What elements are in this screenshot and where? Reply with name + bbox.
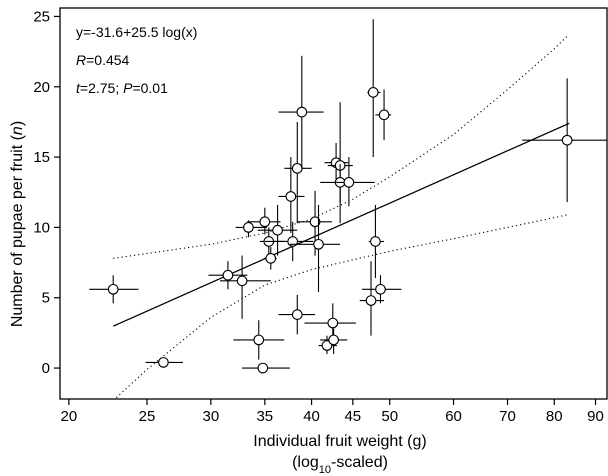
data-point-1 bbox=[89, 275, 139, 304]
x-tick-label: 70 bbox=[499, 408, 516, 425]
point-marker bbox=[291, 162, 303, 174]
x-tick-label: 90 bbox=[587, 408, 604, 425]
point-marker bbox=[367, 87, 379, 98]
x-tick-label: 50 bbox=[381, 408, 398, 425]
data-point-6 bbox=[233, 320, 285, 360]
data-point-21 bbox=[320, 328, 348, 354]
point-marker bbox=[327, 317, 339, 329]
data-point-27 bbox=[367, 19, 381, 158]
data-point-2 bbox=[145, 357, 183, 368]
data-point-30 bbox=[375, 89, 392, 141]
point-marker bbox=[375, 283, 386, 295]
point-marker bbox=[370, 236, 381, 247]
annotations: y=-31.6+25.5 log(x) R=0.454 t=2.75; P=0.… bbox=[76, 24, 197, 96]
data-points-layer bbox=[89, 19, 607, 374]
x-tick-label: 20 bbox=[61, 408, 78, 425]
confidence-band-upper bbox=[113, 35, 568, 259]
x-axis-title: Individual fruit weight (g) bbox=[253, 433, 426, 450]
x-tick-label: 60 bbox=[445, 408, 462, 425]
point-marker bbox=[285, 191, 297, 202]
point-marker bbox=[309, 216, 321, 228]
x-tick-label: 40 bbox=[303, 408, 320, 425]
point-marker bbox=[257, 362, 269, 374]
data-point-18 bbox=[289, 204, 341, 293]
data-point-28 bbox=[368, 204, 385, 279]
confidence-band-lower bbox=[113, 214, 568, 399]
x-tick-label: 30 bbox=[202, 408, 219, 425]
data-point-29 bbox=[362, 275, 402, 304]
x-axis-ticks: 20 25 30 35 40 45 50 60 70 80 90 bbox=[61, 399, 604, 425]
point-marker bbox=[378, 109, 390, 121]
data-point-5 bbox=[235, 220, 267, 238]
confidence-band-layer bbox=[113, 35, 568, 399]
data-point-10 bbox=[263, 247, 277, 270]
point-marker bbox=[328, 334, 339, 346]
y-tick-label: 5 bbox=[42, 290, 50, 307]
r-annotation: R=0.454 bbox=[76, 52, 130, 68]
x-tick-label: 25 bbox=[139, 408, 156, 425]
data-point-14 bbox=[284, 121, 312, 224]
plot-frame bbox=[59, 7, 608, 400]
data-point-8 bbox=[247, 207, 281, 235]
point-marker bbox=[107, 283, 119, 295]
point-marker bbox=[265, 253, 277, 264]
point-marker bbox=[222, 269, 234, 281]
x-tick-label: 45 bbox=[344, 408, 361, 425]
point-marker bbox=[296, 106, 308, 118]
point-marker bbox=[365, 295, 377, 306]
data-point-4 bbox=[220, 255, 271, 319]
point-marker bbox=[243, 222, 254, 233]
fit-line-layer bbox=[112, 122, 570, 327]
point-marker bbox=[343, 177, 355, 188]
point-marker bbox=[253, 334, 265, 346]
y-tick-label: 20 bbox=[33, 79, 50, 96]
point-marker bbox=[272, 224, 283, 236]
y-axis-title: Number of pupae per fruit (n) bbox=[9, 121, 26, 327]
data-point-12 bbox=[278, 157, 305, 234]
point-marker bbox=[291, 309, 303, 320]
point-marker bbox=[158, 357, 169, 368]
data-point-25 bbox=[320, 157, 375, 207]
fit-line bbox=[112, 122, 570, 327]
point-marker bbox=[313, 238, 324, 250]
y-axis-ticks: 0 5 10 15 20 25 bbox=[33, 8, 60, 377]
data-point-7 bbox=[242, 362, 290, 374]
y-tick-label: 15 bbox=[33, 149, 50, 166]
data-point-19 bbox=[318, 335, 337, 354]
point-marker bbox=[561, 134, 573, 146]
x-tick-label: 35 bbox=[256, 408, 273, 425]
x-tick-label: 80 bbox=[546, 408, 563, 425]
data-point-13 bbox=[264, 221, 314, 262]
point-marker bbox=[236, 275, 248, 287]
t-p-annotation: t=2.75; P=0.01 bbox=[76, 80, 168, 96]
point-marker bbox=[259, 216, 271, 228]
data-point-3 bbox=[208, 261, 248, 290]
x-axis-subtitle: (log10-scaled) bbox=[292, 454, 388, 476]
data-point-31 bbox=[522, 78, 607, 203]
y-tick-label: 0 bbox=[42, 360, 50, 377]
y-tick-label: 10 bbox=[33, 219, 50, 236]
data-point-15 bbox=[278, 294, 316, 335]
data-point-16 bbox=[278, 55, 324, 169]
equation-annotation: y=-31.6+25.5 log(x) bbox=[76, 24, 197, 40]
y-tick-label: 25 bbox=[33, 8, 50, 25]
